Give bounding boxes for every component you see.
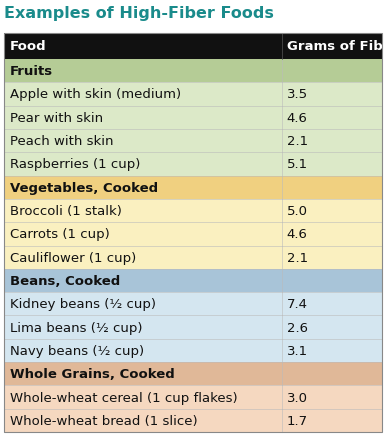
Bar: [282, 199, 382, 223]
Bar: [282, 153, 382, 176]
Bar: [4, 339, 282, 362]
Text: Vegetables, Cooked: Vegetables, Cooked: [10, 181, 158, 194]
Bar: [282, 130, 382, 153]
Text: Carrots (1 cup): Carrots (1 cup): [10, 228, 110, 241]
Bar: [4, 269, 282, 293]
Bar: [282, 385, 382, 409]
Bar: [282, 223, 382, 246]
Bar: [4, 246, 282, 269]
Bar: [4, 83, 282, 106]
Text: 7.4: 7.4: [287, 298, 308, 311]
Text: Grams of Fiber: Grams of Fiber: [287, 40, 386, 53]
Bar: [4, 223, 282, 246]
Text: 5.1: 5.1: [287, 158, 308, 171]
Bar: [282, 409, 382, 432]
Text: 2.6: 2.6: [287, 321, 308, 334]
Bar: [282, 176, 382, 199]
Bar: [282, 60, 382, 83]
Bar: [4, 293, 282, 316]
Text: Navy beans (½ cup): Navy beans (½ cup): [10, 344, 144, 357]
Bar: [4, 176, 282, 199]
Text: Whole-wheat cereal (1 cup flakes): Whole-wheat cereal (1 cup flakes): [10, 391, 238, 404]
Bar: [4, 34, 382, 60]
Bar: [4, 153, 282, 176]
Bar: [4, 130, 282, 153]
Text: 2.1: 2.1: [287, 251, 308, 264]
Bar: [4, 409, 282, 432]
Text: Whole Grains, Cooked: Whole Grains, Cooked: [10, 367, 175, 380]
Text: Apple with skin (medium): Apple with skin (medium): [10, 88, 181, 101]
Text: Whole-wheat bread (1 slice): Whole-wheat bread (1 slice): [10, 414, 198, 427]
Bar: [282, 362, 382, 385]
Bar: [282, 316, 382, 339]
Text: 3.0: 3.0: [287, 391, 308, 404]
Text: Food: Food: [10, 40, 47, 53]
Text: Fruits: Fruits: [10, 65, 53, 78]
Text: Broccoli (1 stalk): Broccoli (1 stalk): [10, 204, 122, 217]
Text: 3.1: 3.1: [287, 344, 308, 357]
Text: 5.0: 5.0: [287, 204, 308, 217]
Bar: [4, 362, 282, 385]
Text: 4.6: 4.6: [287, 228, 308, 241]
Bar: [282, 246, 382, 269]
Bar: [282, 339, 382, 362]
Bar: [282, 293, 382, 316]
Text: Pear with skin: Pear with skin: [10, 112, 103, 125]
Text: Examples of High-Fiber Foods: Examples of High-Fiber Foods: [4, 6, 274, 21]
Bar: [4, 385, 282, 409]
Bar: [282, 106, 382, 130]
Text: Lima beans (½ cup): Lima beans (½ cup): [10, 321, 142, 334]
Text: Peach with skin: Peach with skin: [10, 135, 113, 148]
Text: Kidney beans (½ cup): Kidney beans (½ cup): [10, 298, 156, 311]
Text: 2.1: 2.1: [287, 135, 308, 148]
Bar: [4, 106, 282, 130]
Text: 3.5: 3.5: [287, 88, 308, 101]
Bar: [4, 316, 282, 339]
Text: 4.6: 4.6: [287, 112, 308, 125]
Bar: [4, 60, 282, 83]
Bar: [282, 83, 382, 106]
Bar: [4, 199, 282, 223]
Text: 1.7: 1.7: [287, 414, 308, 427]
Text: Cauliflower (1 cup): Cauliflower (1 cup): [10, 251, 136, 264]
Text: Raspberries (1 cup): Raspberries (1 cup): [10, 158, 141, 171]
Bar: [282, 269, 382, 293]
Text: Beans, Cooked: Beans, Cooked: [10, 274, 120, 287]
